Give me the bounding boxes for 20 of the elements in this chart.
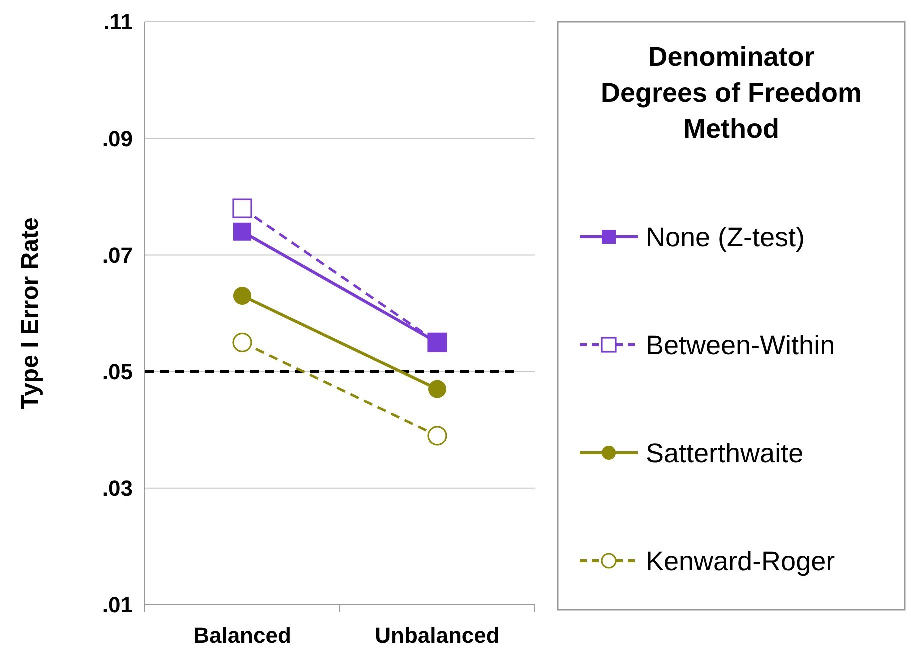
point [428, 380, 446, 398]
y-tick-label: .01 [102, 592, 133, 618]
x-tick-label: Balanced [194, 623, 292, 648]
legend-label: Between-Within [646, 330, 836, 360]
point [234, 222, 252, 241]
legend-label: Satterthwaite [646, 438, 804, 468]
point [234, 287, 252, 306]
point [428, 426, 448, 446]
y-tick-label: .09 [102, 126, 133, 152]
point [232, 198, 252, 218]
x-tick-label: Unbalanced [375, 623, 500, 648]
legend-title: Denominator Degrees of Freedom Method [600, 42, 862, 144]
y-tick-label: .11 [104, 10, 133, 35]
y-tick-label: .07 [102, 242, 133, 268]
y-axis-title: Type I Error Rate [17, 218, 44, 410]
y-tick-label: .03 [102, 476, 133, 502]
legend-label: None (Z-test) [646, 222, 806, 252]
y-tick-label: .05 [102, 360, 133, 384]
point [232, 332, 252, 352]
legend-label: Kenward-Roger [646, 546, 836, 576]
